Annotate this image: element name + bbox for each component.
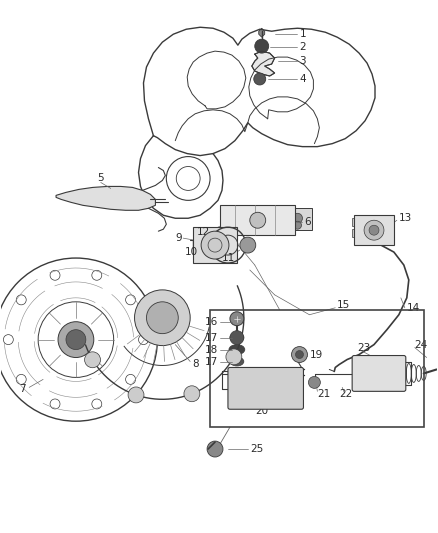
Text: 1: 1 xyxy=(300,29,306,39)
Text: 17: 17 xyxy=(205,333,218,343)
Circle shape xyxy=(230,312,244,326)
Text: 9: 9 xyxy=(175,233,182,243)
Bar xyxy=(220,205,294,235)
Circle shape xyxy=(16,295,26,305)
Circle shape xyxy=(50,399,60,409)
FancyBboxPatch shape xyxy=(352,356,406,391)
Text: 18: 18 xyxy=(205,344,218,354)
Circle shape xyxy=(128,387,144,403)
Circle shape xyxy=(92,270,102,280)
Circle shape xyxy=(250,212,266,228)
Circle shape xyxy=(16,374,26,384)
Circle shape xyxy=(66,330,86,350)
Circle shape xyxy=(85,352,100,368)
Text: 21: 21 xyxy=(318,389,331,399)
Circle shape xyxy=(134,290,190,345)
Text: 3: 3 xyxy=(300,56,306,66)
Text: 25: 25 xyxy=(250,444,263,454)
Circle shape xyxy=(369,225,379,235)
Text: 8: 8 xyxy=(192,359,199,369)
Polygon shape xyxy=(56,187,155,211)
Circle shape xyxy=(230,330,244,345)
Text: 12: 12 xyxy=(197,227,210,237)
Bar xyxy=(285,208,312,230)
Circle shape xyxy=(126,374,135,384)
Polygon shape xyxy=(252,51,275,76)
Circle shape xyxy=(226,349,242,365)
Circle shape xyxy=(58,322,94,358)
Circle shape xyxy=(296,351,304,359)
Bar xyxy=(352,218,356,226)
Circle shape xyxy=(138,335,148,345)
Text: 10: 10 xyxy=(185,247,198,257)
Circle shape xyxy=(293,213,303,223)
FancyBboxPatch shape xyxy=(228,367,304,409)
Text: 17: 17 xyxy=(205,357,218,367)
Text: 14: 14 xyxy=(407,303,420,313)
Bar xyxy=(354,215,394,245)
Text: 20: 20 xyxy=(255,406,268,416)
Circle shape xyxy=(255,39,268,53)
Text: 16: 16 xyxy=(205,317,218,327)
Text: 6: 6 xyxy=(304,217,311,227)
Circle shape xyxy=(308,376,320,389)
Circle shape xyxy=(240,237,256,253)
Circle shape xyxy=(292,346,307,362)
Text: 19: 19 xyxy=(309,350,323,360)
Ellipse shape xyxy=(230,333,244,342)
Circle shape xyxy=(207,441,223,457)
Ellipse shape xyxy=(229,345,245,354)
Circle shape xyxy=(50,270,60,280)
Circle shape xyxy=(126,295,135,305)
Circle shape xyxy=(254,73,266,85)
Circle shape xyxy=(201,231,229,259)
Bar xyxy=(193,227,237,263)
Polygon shape xyxy=(259,28,265,37)
Text: 15: 15 xyxy=(337,300,350,310)
Text: 13: 13 xyxy=(399,213,412,223)
Circle shape xyxy=(146,302,178,334)
Text: 11: 11 xyxy=(222,253,235,263)
Circle shape xyxy=(184,386,200,402)
Text: 7: 7 xyxy=(19,384,26,394)
Text: 5: 5 xyxy=(97,173,104,183)
Text: 4: 4 xyxy=(300,74,306,84)
Text: 2: 2 xyxy=(300,42,306,52)
Ellipse shape xyxy=(230,357,244,366)
Circle shape xyxy=(293,221,301,229)
Bar xyxy=(352,229,356,237)
Circle shape xyxy=(4,335,13,345)
Text: 24: 24 xyxy=(414,340,427,350)
Circle shape xyxy=(364,220,384,240)
Circle shape xyxy=(92,399,102,409)
Text: 23: 23 xyxy=(357,343,371,352)
Text: 22: 22 xyxy=(339,389,353,399)
Bar xyxy=(210,310,424,427)
